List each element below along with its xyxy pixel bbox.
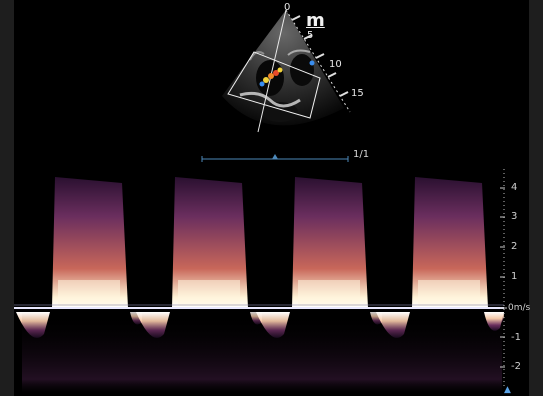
systolic-flow-envelope [52,177,128,308]
velocity-tick-4: 4 [511,182,518,193]
systolic-flow-envelope [412,177,488,308]
systolic-flow-envelope [172,177,248,308]
spectral-noise [142,312,262,396]
velocity-scale [500,169,507,387]
velocity-tick-minus-1: -1 [511,332,521,343]
diastolic-flow-envelope [484,312,504,331]
velocity-tick-zero-unit: 0m/s [508,303,531,313]
velocity-tick-3: 3 [511,211,518,222]
doppler-sample-box [227,51,321,119]
velocity-tick-2: 2 [511,241,518,252]
heart-chamber-right [290,54,314,86]
spectral-noise [262,312,382,396]
depth-label-0: 0 [284,2,291,13]
velocity-tick-minus-2: -2 [511,361,521,372]
right-frame-edge [529,0,543,396]
cine-page-indicator: 1/1 [353,149,370,160]
bmode-sector-image [222,9,351,133]
systolic-flow-core [418,280,480,306]
cine-timeline[interactable] [200,151,350,163]
systolic-flow-envelope [292,177,368,308]
velocity-tick-1: 1 [511,271,518,282]
spectral-noise [22,312,142,396]
probe-orientation-marker: m [306,10,325,31]
left-frame-edge [0,0,14,396]
spectral-noise [382,312,502,396]
sector-fan [222,10,344,126]
spectral-doppler-trace [14,177,504,396]
timeline-playhead-icon [272,154,278,159]
systolic-flow-core [298,280,360,306]
depth-label-5: 5 [307,30,314,41]
depth-label-10: 10 [329,59,342,70]
depth-label-15: 15 [351,88,364,99]
systolic-flow-core [178,280,240,306]
systolic-flow-core [58,280,120,306]
scale-direction-icon[interactable]: ▲ [504,385,511,395]
depth-ruler [285,9,351,113]
doppler-cursor-line [257,9,287,133]
